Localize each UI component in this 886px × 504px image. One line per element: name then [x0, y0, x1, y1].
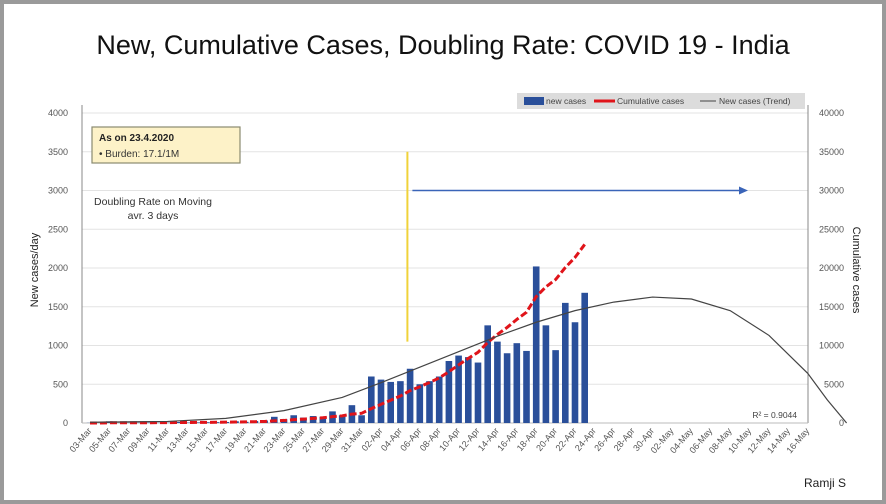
bar-new-cases — [484, 325, 491, 423]
author-label: Ramji S — [804, 476, 846, 490]
annotation-burden: • Burden: 17.1/1M — [99, 149, 179, 160]
legend — [517, 93, 805, 109]
y-tick-label: 2500 — [48, 224, 68, 234]
bar-new-cases — [571, 322, 579, 423]
bar-new-cases — [387, 381, 394, 423]
bar-new-cases — [474, 362, 482, 423]
bar-new-cases — [426, 381, 433, 423]
doubling-rate-text: Doubling Rate on Moving — [94, 196, 212, 208]
legend-label: New cases (Trend) — [719, 96, 791, 106]
y2-tick-label: 10000 — [819, 341, 844, 351]
line-cumulative-cases — [89, 243, 586, 425]
y-tick-label: 500 — [53, 379, 68, 389]
y-tick-label: 3500 — [48, 147, 68, 157]
r-squared-label: R² = 0.9044 — [752, 410, 797, 420]
legend-label: new cases — [546, 96, 586, 106]
bar-new-cases — [523, 350, 530, 423]
bar-new-cases — [358, 415, 365, 423]
bar-new-cases — [581, 292, 588, 423]
bar-new-cases — [319, 416, 327, 423]
bar-new-cases — [174, 421, 181, 423]
bar-new-cases — [494, 341, 501, 423]
annotation-date: As on 23.4.2020 — [99, 133, 174, 144]
chart-frame — [4, 4, 882, 500]
y2-tick-label: 35000 — [819, 147, 844, 157]
y-tick-label: 0 — [63, 418, 68, 428]
bar-new-cases — [532, 266, 540, 423]
y2-tick-label: 25000 — [819, 224, 844, 234]
doubling-rate-text: avr. 3 days — [128, 210, 179, 222]
y2-tick-label: 20000 — [819, 263, 844, 273]
bar-new-cases — [542, 325, 550, 423]
bar-new-cases — [465, 357, 472, 423]
legend-label: Cumulative cases — [617, 96, 684, 106]
y-tick-label: 2000 — [48, 263, 68, 273]
bar-new-cases — [513, 343, 521, 423]
y2-tick-label: 0 — [839, 418, 844, 428]
bar-new-cases — [562, 302, 569, 423]
bar-new-cases — [368, 376, 375, 423]
bar-new-cases — [377, 379, 385, 423]
y2-axis-title: Cumulative cases — [850, 227, 862, 314]
arrow-head-icon — [739, 186, 748, 195]
y-tick-label: 1000 — [48, 341, 68, 351]
y-tick-label: 4000 — [48, 108, 68, 118]
y-tick-label: 1500 — [48, 302, 68, 312]
bar-new-cases — [338, 415, 346, 423]
y-tick-label: 3000 — [48, 186, 68, 196]
bar-new-cases — [455, 355, 462, 423]
bar-new-cases — [406, 368, 414, 423]
bar-new-cases — [503, 353, 511, 423]
y2-tick-label: 40000 — [819, 108, 844, 118]
bar-new-cases — [416, 384, 424, 423]
y2-tick-label: 5000 — [824, 379, 844, 389]
y-axis-title: New cases/day — [29, 232, 41, 307]
y2-tick-label: 30000 — [819, 186, 844, 196]
legend-swatch-bars — [524, 97, 544, 105]
bar-new-cases — [397, 381, 404, 423]
bar-new-cases — [445, 361, 453, 423]
chart-title: New, Cumulative Cases, Doubling Rate: CO… — [96, 30, 790, 60]
y2-tick-label: 15000 — [819, 302, 844, 312]
bar-new-cases — [552, 350, 559, 423]
line-trend — [89, 296, 848, 424]
bar-new-cases — [435, 376, 443, 423]
annotation-box — [91, 126, 241, 164]
